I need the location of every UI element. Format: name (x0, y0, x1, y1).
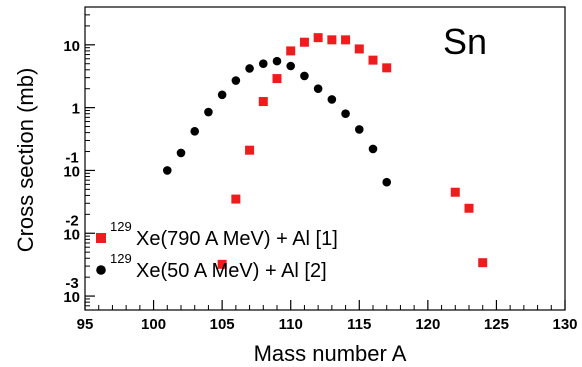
data-point-square (464, 203, 474, 213)
data-point-square (382, 63, 392, 73)
data-point-circle (245, 64, 254, 73)
data-point-circle (313, 84, 323, 94)
x-axis-ticks: 95 100 105 110 115 120 125 130 (77, 300, 578, 333)
series-2-points (162, 56, 392, 187)
x-tick-label: 95 (77, 316, 94, 333)
legend-superscript: 129 (110, 251, 132, 266)
legend-marker-circle (96, 265, 106, 275)
y-axis-title: Cross section (mb) (13, 68, 38, 253)
data-point-circle (327, 95, 337, 104)
data-point-square (217, 259, 227, 269)
legend-superscript: 129 (110, 219, 132, 234)
x-tick-label: 105 (210, 316, 235, 333)
legend: 129 Xe(790 A MeV) + Al [1] 129 Xe(50 A MeV)… (96, 219, 338, 282)
data-point-square (286, 46, 296, 56)
data-point-square (245, 145, 255, 155)
data-point-circle (341, 109, 350, 119)
data-point-square (478, 258, 488, 268)
data-point-circle (354, 125, 364, 134)
data-point-square (272, 74, 282, 84)
data-point-square (354, 44, 364, 54)
data-point-circle (190, 126, 200, 136)
plot-frame (84, 6, 566, 311)
data-point-circle (258, 59, 268, 69)
x-axis-title: Mass number A (254, 341, 407, 366)
panel-label: Sn (443, 21, 487, 62)
data-point-circle (300, 71, 309, 81)
data-point-square (450, 187, 460, 197)
y-tick-exponent: -1 (65, 149, 78, 166)
x-tick-label: 120 (415, 316, 440, 333)
y-tick-label: 10 (63, 226, 80, 243)
data-point-circle (162, 166, 172, 175)
data-points (162, 33, 488, 269)
data-point-square (313, 33, 323, 43)
data-point-circle (217, 90, 227, 100)
y-tick-label: 10 (63, 289, 80, 306)
legend-label: Xe(50 A MeV) + Al [2] (136, 260, 327, 282)
x-tick-label: 110 (279, 316, 303, 333)
data-point-circle (286, 61, 296, 71)
minor-ticks (85, 6, 552, 311)
data-point-circle (176, 148, 186, 158)
series-1-points (217, 33, 488, 269)
x-tick-label: 100 (141, 316, 166, 333)
y-tick-exponent: -3 (65, 275, 78, 292)
x-tick-label: 115 (347, 316, 371, 333)
y-tick-label: 10 (63, 38, 80, 55)
data-point-circle (204, 107, 213, 117)
legend-label: Xe(790 A MeV) + Al [1] (136, 228, 338, 250)
data-point-square (299, 37, 309, 47)
data-point-circle (231, 76, 241, 85)
legend-marker-square (96, 233, 106, 243)
y-tick-label: 1 (72, 101, 80, 118)
data-point-circle (382, 177, 392, 187)
data-point-square (327, 35, 337, 45)
y-tick-label: 10 (63, 163, 80, 180)
data-point-square (341, 35, 351, 45)
x-tick-label: 125 (484, 316, 509, 333)
data-point-square (231, 194, 241, 204)
data-point-circle (272, 56, 282, 66)
data-point-square (258, 97, 268, 107)
x-tick-label: 130 (552, 316, 577, 333)
data-point-circle (368, 144, 378, 154)
y-tick-exponent: -2 (65, 212, 78, 229)
data-point-square (368, 55, 378, 65)
